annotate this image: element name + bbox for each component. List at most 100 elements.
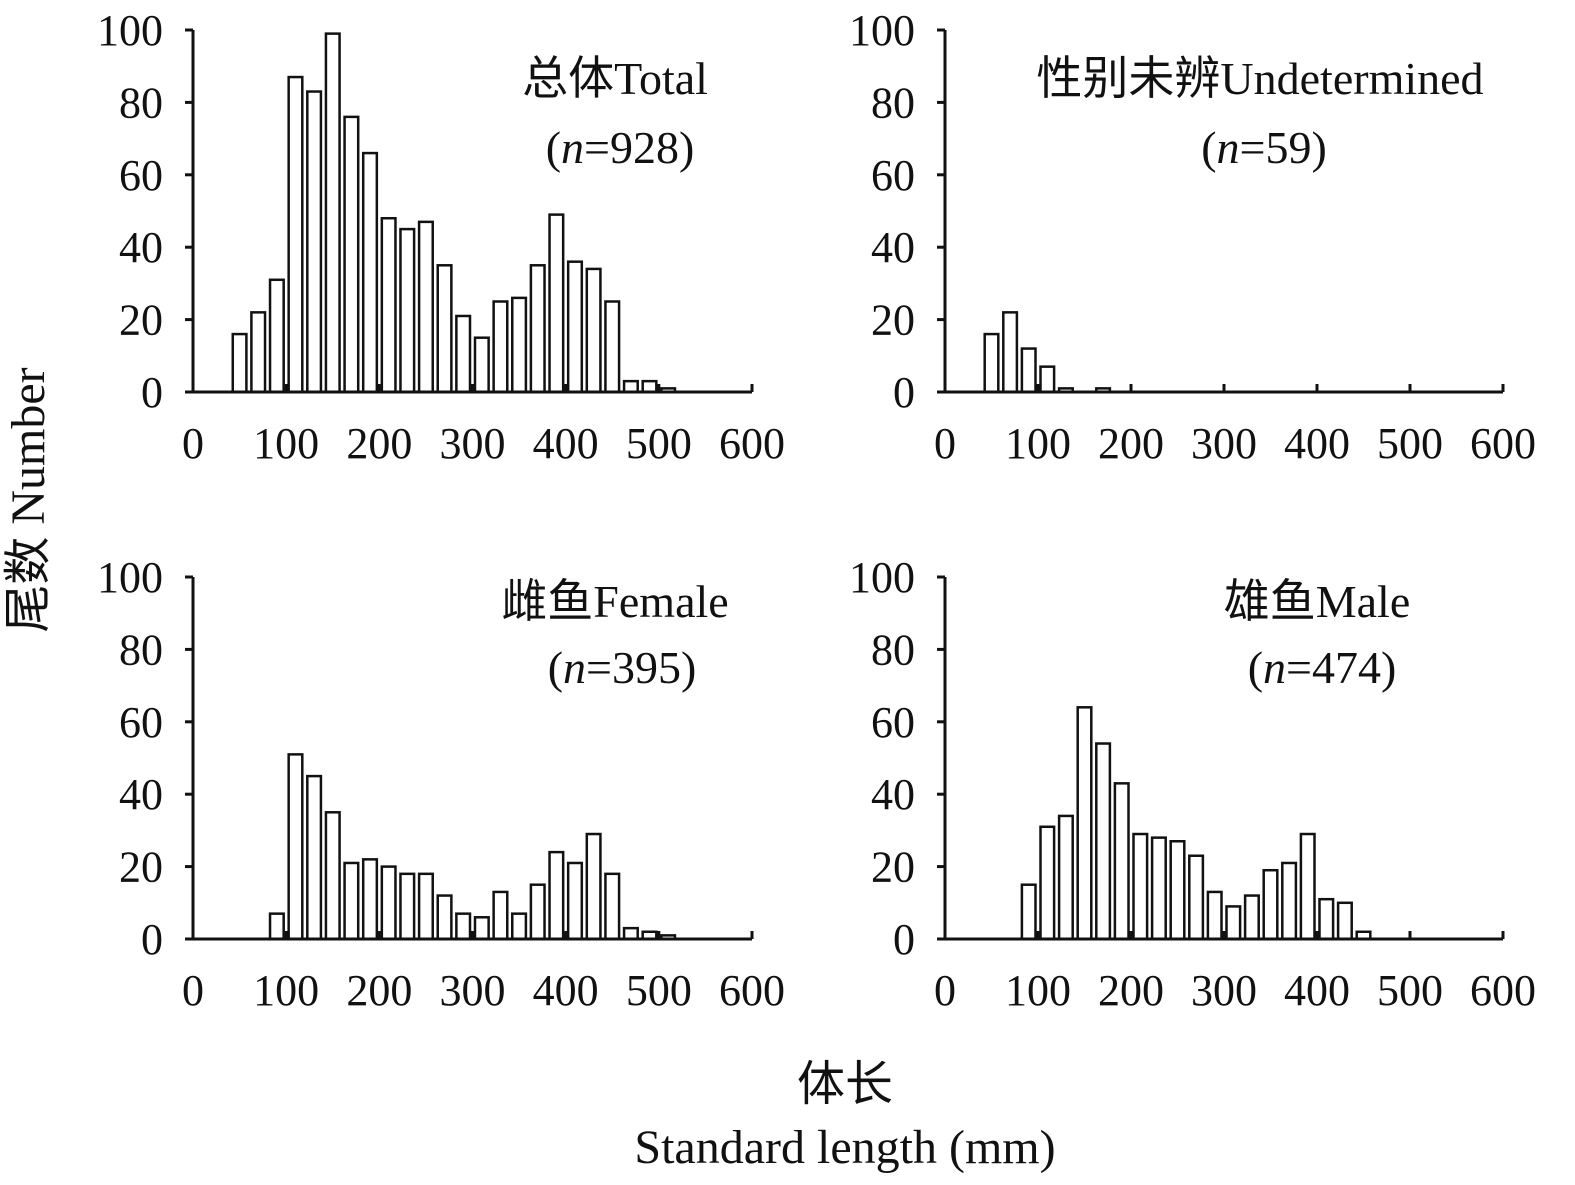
bar (585, 832, 602, 941)
bar (473, 916, 490, 941)
bar (268, 912, 285, 941)
bar (1262, 868, 1279, 941)
bar (1281, 861, 1298, 941)
bar (361, 858, 379, 941)
x-tick-label: 400 (1284, 966, 1350, 1015)
bar (1206, 890, 1223, 941)
y-tick-label: 80 (871, 78, 915, 127)
y-tick-label: 0 (141, 915, 163, 964)
bar (1020, 347, 1037, 394)
sample-size-variable: n (561, 122, 584, 173)
bar (1132, 832, 1149, 941)
sample-size-value: =474) (1286, 642, 1396, 693)
bar (641, 379, 658, 394)
x-tick-label: 500 (626, 966, 692, 1015)
sample-size-open: ( (1248, 642, 1263, 693)
bar (622, 926, 639, 941)
y-tick-label: 0 (141, 368, 163, 417)
y-tick-label: 100 (849, 6, 915, 55)
bar (361, 151, 379, 394)
x-tick-label: 300 (440, 419, 506, 468)
sample-size-variable: n (1217, 122, 1240, 173)
sample-size-label: (n=59) (1201, 122, 1327, 173)
x-tick-label: 500 (1377, 419, 1443, 468)
y-tick-label: 60 (119, 698, 163, 747)
x-tick-label: 300 (440, 966, 506, 1015)
x-tick-label: 400 (533, 966, 599, 1015)
bar (473, 336, 490, 394)
x-tick-label: 100 (253, 419, 319, 468)
bar (324, 32, 341, 394)
sample-size-variable: n (1263, 642, 1286, 693)
x-tick-label: 100 (253, 966, 319, 1015)
x-tick-label: 100 (1005, 419, 1071, 468)
bar (1039, 365, 1056, 394)
bar (1095, 742, 1112, 941)
x-tick-label: 200 (1098, 966, 1164, 1015)
x-tick-label: 500 (626, 419, 692, 468)
bar (380, 216, 397, 394)
panel-total: 0 20 40 60 80 100 0 100 200 300 400 500 600 总体Total (n… (97, 6, 785, 468)
bar (1169, 840, 1186, 941)
x-axis-label-chinese: 体长 (797, 1058, 893, 1111)
x-tick-label: 0 (934, 966, 956, 1015)
bar (343, 861, 360, 941)
bar (417, 220, 434, 394)
bar (287, 753, 304, 941)
panel-undetermined: 0 20 40 60 80 100 0 100 200 300 400 500 600 性别未辨Undet… (849, 6, 1536, 468)
bar (511, 912, 528, 941)
bar (511, 296, 528, 394)
panel-title: 雌鱼Female (501, 576, 728, 627)
bar (1002, 311, 1019, 394)
bar (604, 872, 621, 941)
y-tick-label: 20 (119, 843, 163, 892)
x-axis-label-english: Standard length (mm) (634, 1121, 1055, 1174)
bar (417, 872, 434, 941)
bar (1336, 901, 1353, 941)
bar (1020, 883, 1037, 941)
y-tick-label: 100 (97, 553, 163, 602)
y-tick-label: 0 (893, 915, 915, 964)
y-tick-label: 20 (871, 296, 915, 345)
bar (548, 213, 565, 394)
y-tick-label: 100 (849, 553, 915, 602)
bar (343, 115, 360, 394)
bar (1113, 782, 1130, 941)
bar (1076, 706, 1093, 941)
bar (436, 894, 453, 941)
y-tick-label: 80 (119, 78, 163, 127)
y-tick-label: 40 (871, 223, 915, 272)
bar (1318, 897, 1335, 941)
bar (399, 227, 416, 394)
bar (436, 264, 453, 394)
bar (455, 314, 472, 394)
x-tick-label: 400 (533, 419, 599, 468)
x-tick-label: 600 (1470, 966, 1536, 1015)
bar (983, 332, 1000, 394)
bar (1225, 905, 1242, 941)
y-tick-label: 100 (97, 6, 163, 55)
panel-male: 0 20 40 60 80 100 0 100 200 300 400 500 600 雄鱼Male (n=… (849, 553, 1536, 1015)
panel-title: 性别未辨Undetermined (1036, 53, 1483, 104)
bar (1299, 832, 1316, 941)
y-tick-label: 20 (119, 296, 163, 345)
sample-size-value: =395) (586, 642, 696, 693)
bar (1188, 854, 1205, 941)
bar (548, 850, 565, 941)
sample-size-open: ( (546, 122, 561, 173)
bar (380, 865, 397, 941)
panel-title: 总体Total (522, 53, 708, 104)
y-tick-label: 60 (871, 698, 915, 747)
bar (455, 912, 472, 941)
y-tick-label: 20 (871, 843, 915, 892)
bar (622, 379, 639, 394)
sample-size-label: (n=928) (546, 122, 695, 173)
sample-size-open: ( (548, 642, 563, 693)
y-tick-label: 60 (871, 151, 915, 200)
bar (324, 811, 341, 941)
bar (306, 774, 323, 941)
y-tick-label: 40 (119, 770, 163, 819)
bar (566, 861, 584, 941)
sample-size-value: =59) (1240, 122, 1327, 173)
